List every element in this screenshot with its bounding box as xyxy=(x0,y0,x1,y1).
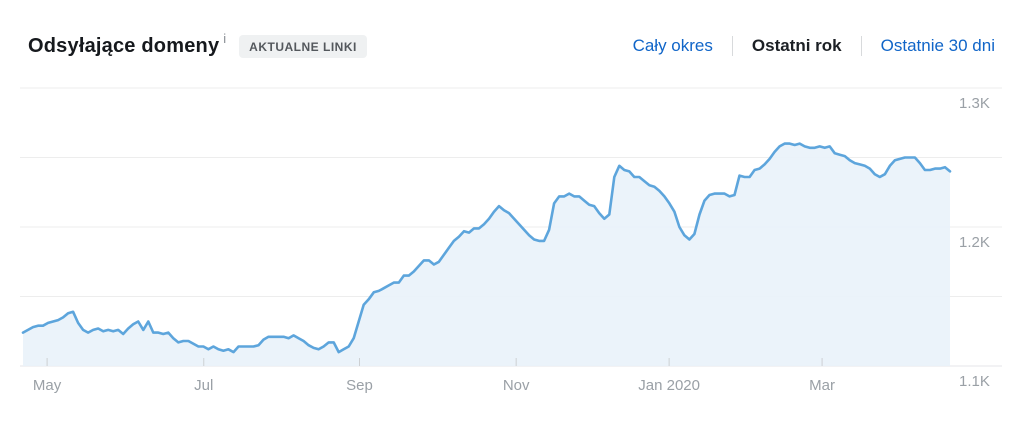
tab-all-time[interactable]: Cały okres xyxy=(632,36,713,55)
x-tick-label: Sep xyxy=(346,377,373,394)
widget-header: Odsyłające domeny i AKTUALNE LINKI Cały … xyxy=(0,0,1024,58)
y-tick-label: 1.2K xyxy=(959,234,990,251)
chart-line xyxy=(21,142,952,354)
tab-last-30-days[interactable]: Ostatnie 30 dni xyxy=(880,36,995,55)
y-tick-label: 1.3K xyxy=(959,95,990,112)
x-tick-label: Jan 2020 xyxy=(638,377,700,394)
title-group: Odsyłające domeny i AKTUALNE LINKI xyxy=(28,31,367,58)
x-tick-label: May xyxy=(33,377,62,394)
current-links-badge: AKTUALNE LINKI xyxy=(239,35,367,58)
y-tick-label: 1.1K xyxy=(959,373,990,390)
x-tick-label: Nov xyxy=(503,377,530,394)
x-tick-label: Mar xyxy=(809,377,835,394)
tab-separator xyxy=(731,36,733,56)
chart-area-fill xyxy=(23,143,950,366)
info-icon[interactable]: i xyxy=(223,31,227,46)
page-title: Odsyłające domeny xyxy=(28,35,220,57)
chart-svg[interactable]: May Jul Sep Nov Jan 2020 Mar 1.1K 1.2K 1.3K xyxy=(0,82,1024,422)
referring-domains-chart[interactable]: May Jul Sep Nov Jan 2020 Mar 1.1K 1.2K 1.3K xyxy=(0,82,1024,422)
tab-separator xyxy=(860,36,862,56)
x-tick-label: Jul xyxy=(194,377,213,394)
period-tabs: Cały okres Ostatni rok Ostatnie 30 dni xyxy=(633,35,995,57)
chart-plot-area[interactable] xyxy=(23,88,950,366)
tab-last-year[interactable]: Ostatni rok xyxy=(751,36,842,55)
